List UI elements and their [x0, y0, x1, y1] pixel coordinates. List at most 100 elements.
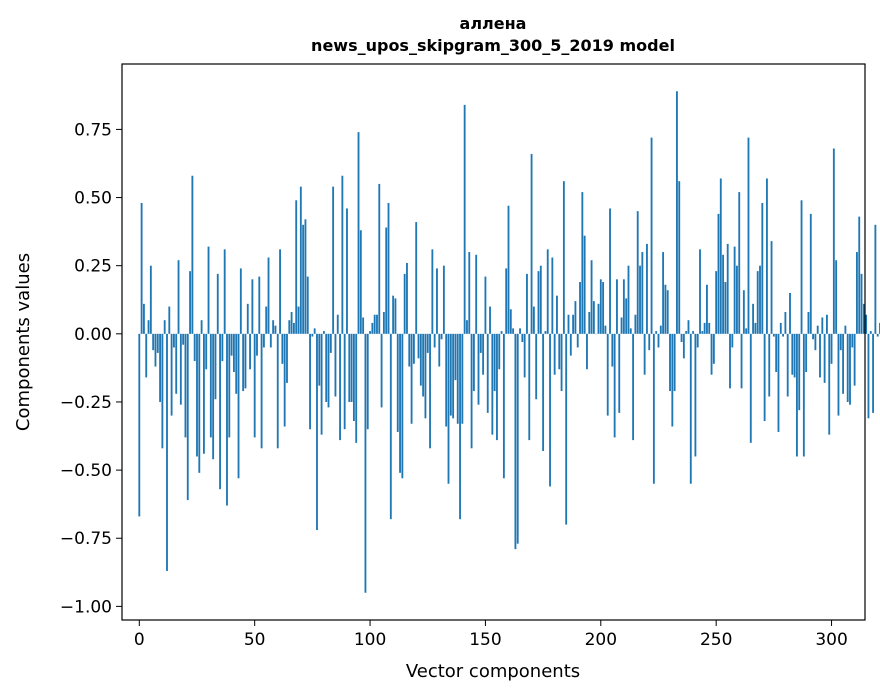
- bar: [849, 333, 851, 405]
- bar: [542, 333, 545, 452]
- bar: [281, 333, 284, 364]
- bar: [491, 333, 494, 435]
- bar: [846, 333, 849, 402]
- bar: [523, 333, 526, 378]
- bar: [329, 333, 332, 353]
- bar: [292, 322, 295, 334]
- bar: [138, 333, 141, 517]
- bar: [826, 314, 828, 334]
- bar: [865, 314, 868, 334]
- bar: [486, 333, 489, 413]
- bar: [493, 333, 496, 392]
- bar: [472, 333, 475, 392]
- bar: [754, 322, 757, 334]
- bar: [262, 333, 265, 348]
- bar: [196, 333, 198, 457]
- bar: [216, 273, 219, 334]
- x-tick-label: 100: [354, 630, 386, 650]
- bar: [422, 333, 425, 397]
- bar: [798, 333, 801, 411]
- bar: [223, 249, 226, 334]
- bar: [205, 333, 208, 370]
- bar: [588, 312, 591, 334]
- bar: [371, 322, 374, 334]
- y-tick-label: 0.25: [74, 257, 112, 277]
- bar: [560, 333, 563, 392]
- bar: [387, 203, 390, 334]
- bar: [837, 333, 840, 416]
- bar: [678, 181, 681, 334]
- bar: [652, 333, 655, 484]
- bar: [235, 333, 238, 394]
- bar: [219, 333, 221, 490]
- bar: [309, 333, 311, 430]
- bar: [214, 333, 217, 400]
- bar: [209, 333, 212, 438]
- bar: [468, 252, 471, 334]
- bar: [768, 333, 771, 397]
- bar: [521, 333, 524, 342]
- bar: [246, 303, 249, 334]
- bar: [163, 320, 166, 334]
- bar: [295, 200, 298, 334]
- bar: [872, 333, 874, 413]
- bar: [802, 333, 805, 457]
- bar: [470, 333, 473, 449]
- bar: [341, 175, 344, 334]
- bar: [496, 333, 498, 441]
- bar: [791, 333, 794, 375]
- bar: [775, 333, 778, 372]
- bar: [539, 265, 542, 334]
- bar: [357, 132, 360, 334]
- bar: [502, 333, 505, 479]
- bar: [378, 183, 381, 334]
- bar: [689, 333, 692, 484]
- y-tick-label: 0.75: [74, 120, 112, 140]
- bar: [297, 306, 300, 334]
- bar: [747, 137, 750, 334]
- bar: [350, 333, 353, 402]
- bar: [172, 333, 175, 348]
- bar: [666, 290, 669, 334]
- bar: [477, 333, 480, 405]
- bar: [673, 333, 676, 392]
- bar: [664, 284, 667, 334]
- bar: [269, 333, 272, 348]
- bar: [168, 306, 171, 334]
- bar: [431, 249, 434, 334]
- bar: [692, 331, 695, 334]
- y-tick-label: 0.50: [74, 189, 112, 209]
- bar: [207, 246, 210, 334]
- bar: [175, 333, 178, 394]
- bar: [625, 298, 628, 334]
- bar: [193, 333, 196, 362]
- bar: [549, 333, 551, 487]
- bar: [800, 200, 803, 334]
- bar: [706, 284, 708, 334]
- bar: [835, 260, 838, 334]
- bar: [736, 265, 738, 334]
- bar: [793, 333, 796, 378]
- bar: [733, 246, 736, 334]
- bar: [436, 268, 438, 334]
- x-tick-label: 50: [244, 630, 266, 650]
- bar: [636, 211, 639, 334]
- bar: [761, 203, 764, 334]
- bar: [609, 208, 611, 334]
- bar: [604, 325, 607, 334]
- bar: [731, 333, 734, 348]
- bar: [389, 333, 392, 520]
- bar: [556, 295, 558, 334]
- bar: [519, 328, 521, 334]
- bar: [410, 333, 413, 424]
- bar: [620, 317, 623, 334]
- bar: [320, 333, 323, 435]
- bar: [419, 333, 422, 386]
- bar: [440, 333, 443, 340]
- bar: [274, 325, 277, 334]
- bar: [812, 333, 815, 340]
- bar: [484, 276, 487, 334]
- bar: [466, 320, 468, 334]
- bar: [228, 333, 231, 438]
- bar: [500, 331, 503, 334]
